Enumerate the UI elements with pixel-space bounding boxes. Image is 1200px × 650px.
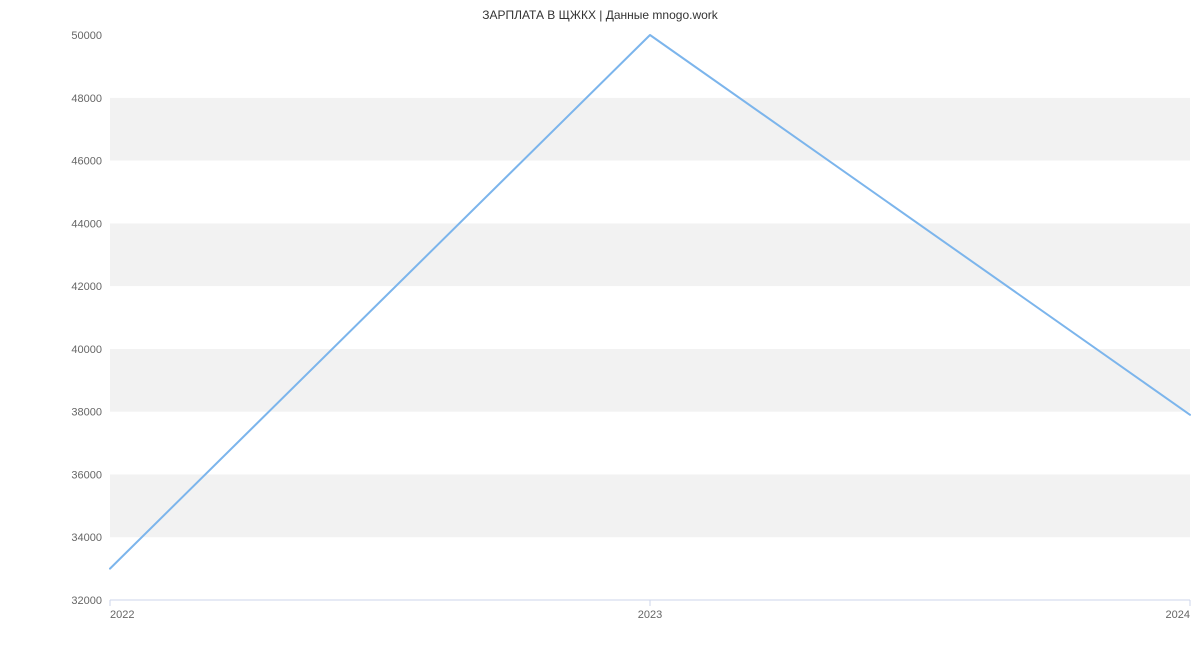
x-tick-label: 2023 — [638, 609, 662, 621]
y-tick-label: 42000 — [71, 281, 102, 293]
y-tick-label: 50000 — [71, 30, 102, 42]
y-tick-label: 46000 — [71, 156, 102, 168]
y-tick-label: 40000 — [71, 344, 102, 356]
y-tick-label: 48000 — [71, 93, 102, 105]
y-tick-label: 44000 — [71, 218, 102, 230]
chart-svg: 32000 34000 36000 38000 40000 42000 44000 46000… — [0, 0, 1200, 650]
chart-title: ЗАРПЛАТА В ЩЖКХ | Данные mnogo.work — [0, 8, 1200, 22]
x-tick-label: 2022 — [110, 609, 134, 621]
y-tick-label: 34000 — [71, 532, 102, 544]
salary-line-chart: ЗАРПЛАТА В ЩЖКХ | Данные mnogo.work 3200… — [0, 0, 1200, 650]
y-tick-label: 32000 — [71, 595, 102, 607]
y-tick-label: 36000 — [71, 469, 102, 481]
y-tick-label: 38000 — [71, 407, 102, 419]
x-tick-label: 2024 — [1166, 609, 1190, 621]
